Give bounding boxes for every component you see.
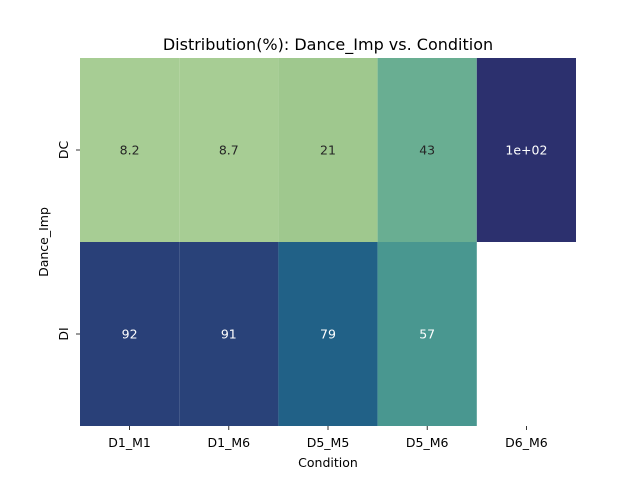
heatmap-cell <box>278 242 378 426</box>
x-tick-label: D6_M6 <box>505 435 548 450</box>
x-tick-label: D5_M6 <box>406 435 449 450</box>
cell-value-label: 91 <box>221 327 237 342</box>
cell-value-label: 43 <box>419 143 435 158</box>
cell-value-label: 92 <box>122 327 138 342</box>
cell-value-label: 8.2 <box>120 143 140 158</box>
cell-value-label: 79 <box>320 327 336 342</box>
heatmap-cell <box>377 242 477 426</box>
heatmap-cell <box>476 58 576 242</box>
heatmap-cell <box>80 58 180 242</box>
cell-value-label: 21 <box>320 143 336 158</box>
heatmap-cell <box>278 58 378 242</box>
cell-value-label: 8.7 <box>219 143 239 158</box>
heatmap-cell <box>179 242 279 426</box>
y-axis-label: Dance_Imp <box>36 207 51 277</box>
chart-title: Distribution(%): Dance_Imp vs. Condition <box>163 35 493 55</box>
heatmap-cell <box>377 58 477 242</box>
heatmap-cells: 8.2 8.7 21 43 1e+02 92 91 79 57 <box>80 58 576 426</box>
x-tick-label: D5_M5 <box>307 435 350 450</box>
cell-value-label: 57 <box>419 327 435 342</box>
x-tick-label: D1_M6 <box>208 435 251 450</box>
heatmap-cell <box>80 242 180 426</box>
x-tick-label: D1_M1 <box>108 435 151 450</box>
y-tick-label: DC <box>56 141 71 160</box>
y-tick-label: DI <box>56 327 71 340</box>
cell-value-label: 1e+02 <box>505 143 547 158</box>
heatmap-cell <box>179 58 279 242</box>
y-tick-labels: DC DI <box>56 141 80 341</box>
x-tick-labels: D1_M1 D1_M6 D5_M5 D5_M6 D6_M6 <box>108 426 548 450</box>
x-axis-label: Condition <box>298 455 358 470</box>
